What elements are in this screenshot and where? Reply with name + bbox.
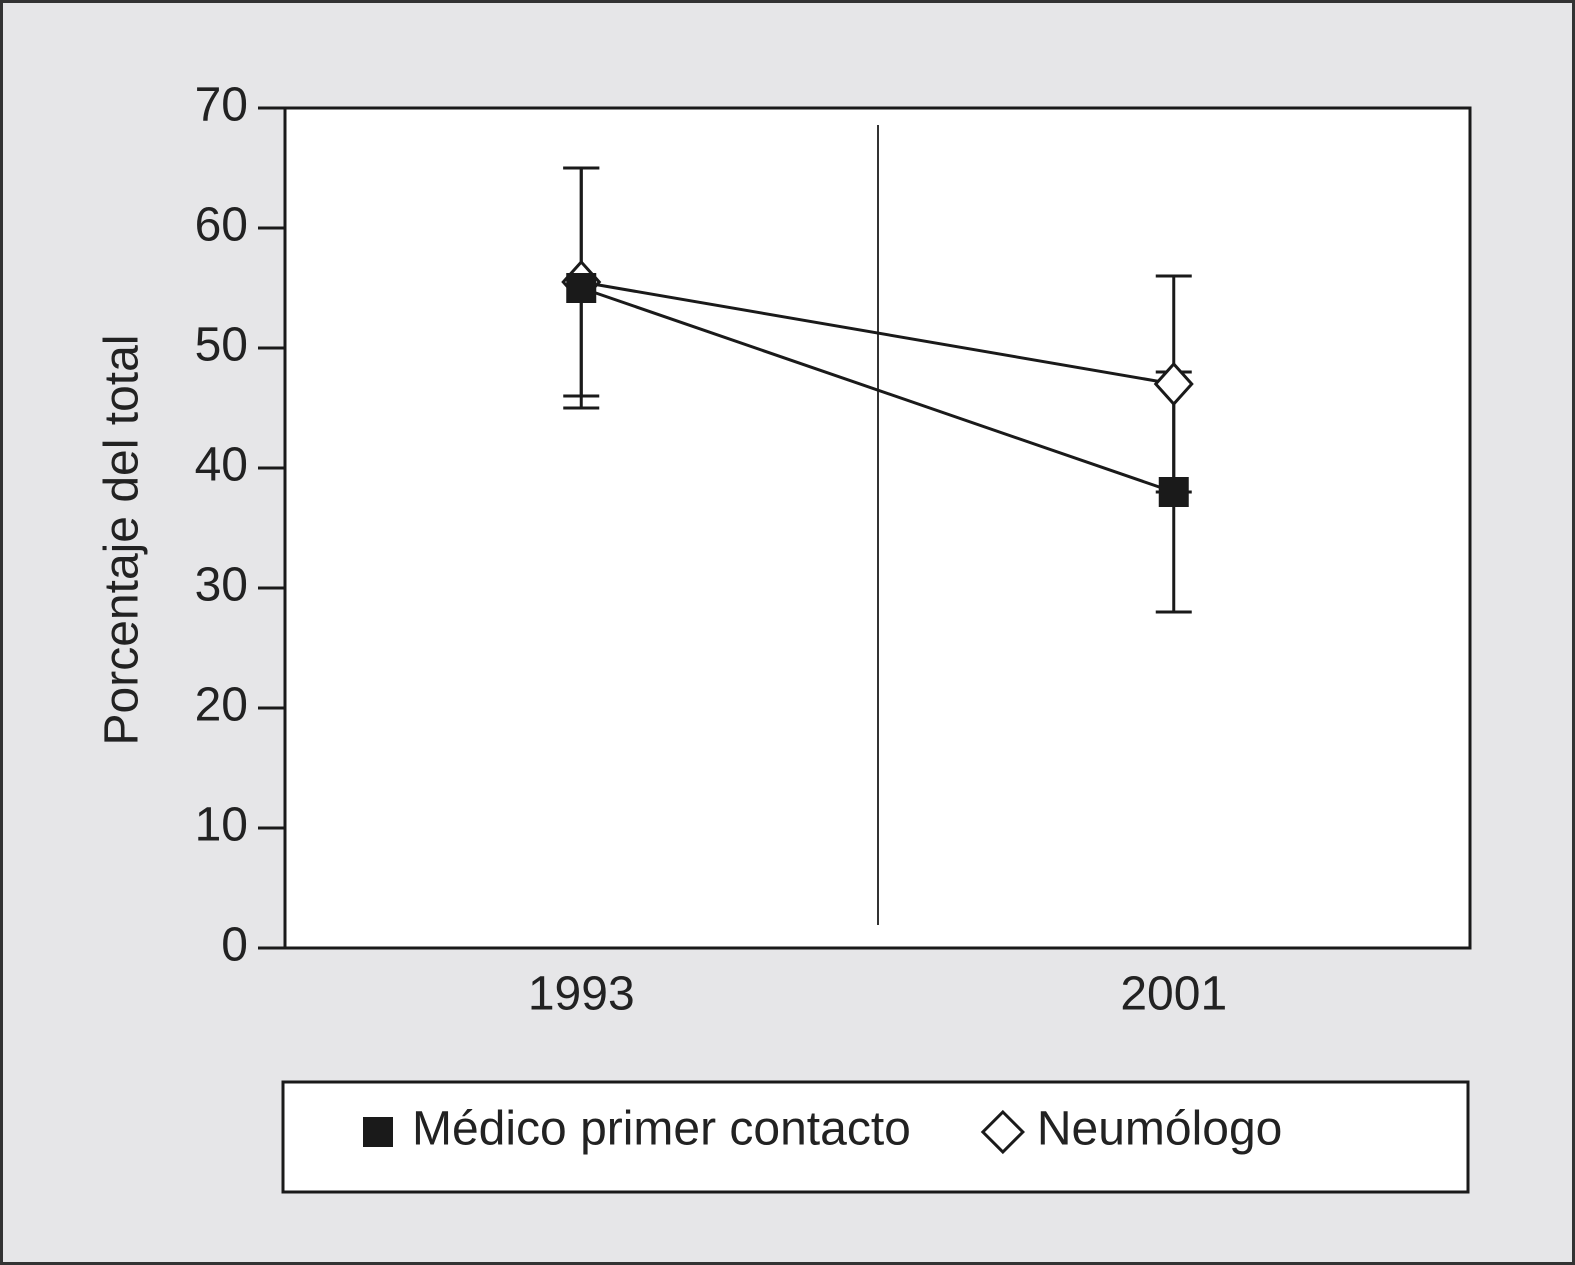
y-tick-label: 40	[195, 439, 248, 492]
point	[1158, 477, 1189, 507]
legend-marker	[363, 1117, 393, 1147]
series-line	[580, 280, 1175, 386]
y-tick-label: 20	[195, 679, 248, 732]
y-tick-label: 10	[195, 799, 248, 852]
legend-label: Neumólogo	[1037, 1103, 1282, 1156]
y-tick-label: 60	[195, 199, 248, 252]
y-tick-label: 50	[195, 319, 248, 372]
legend-marker	[980, 1109, 1026, 1155]
y-axis-label: Porcentaje del total	[96, 335, 149, 746]
y-tick-label: 70	[195, 79, 248, 132]
point	[566, 273, 597, 303]
x-tick-label: 2001	[1120, 968, 1227, 1021]
y-tick-label: 30	[195, 559, 248, 612]
point	[1153, 361, 1194, 407]
x-tick-label: 1993	[528, 968, 635, 1021]
legend	[281, 1080, 1470, 1194]
y-tick-label: 0	[221, 919, 248, 972]
legend-label: Médico primer contacto	[412, 1103, 911, 1156]
series-line	[580, 286, 1175, 494]
